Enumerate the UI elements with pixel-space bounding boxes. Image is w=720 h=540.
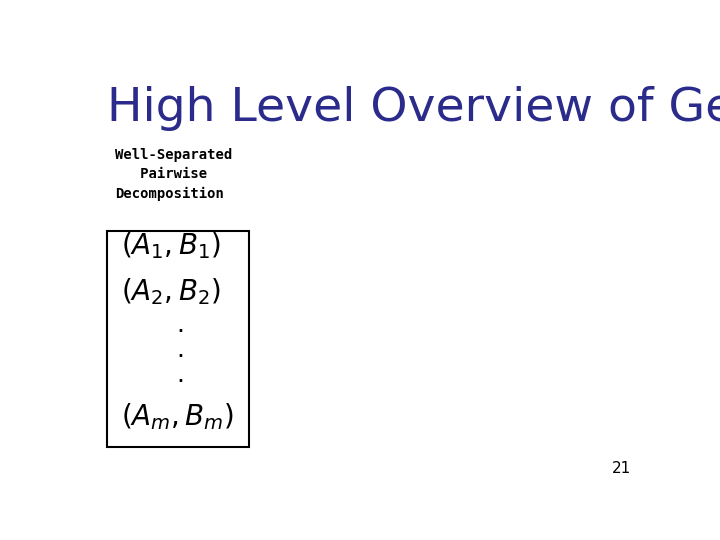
Text: Well-Separated
   Pairwise
Decomposition: Well-Separated Pairwise Decomposition — [115, 148, 233, 201]
Text: High Level Overview of GeoMST2: High Level Overview of GeoMST2 — [107, 85, 720, 131]
Text: .: . — [176, 338, 184, 362]
Text: $(A_m,B_m)$: $(A_m,B_m)$ — [121, 401, 233, 431]
Bar — [107, 231, 249, 447]
Text: $(A_1,B_1)$: $(A_1,B_1)$ — [121, 230, 220, 261]
Text: $(A_2,B_2)$: $(A_2,B_2)$ — [121, 276, 220, 307]
Text: 21: 21 — [612, 462, 631, 476]
Text: .: . — [176, 313, 184, 336]
Text: .: . — [176, 362, 184, 387]
